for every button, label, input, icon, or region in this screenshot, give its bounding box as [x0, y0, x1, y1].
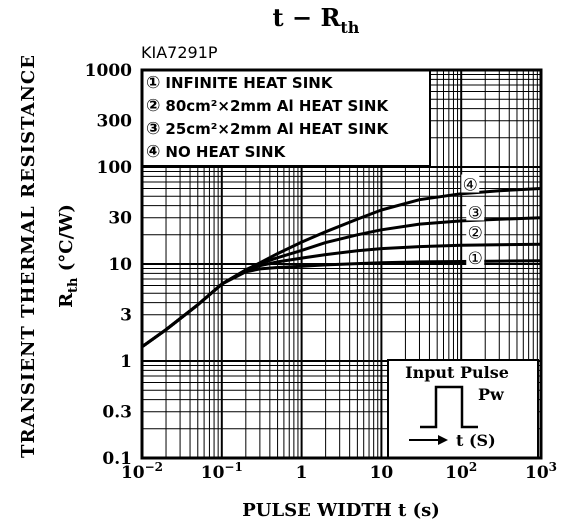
legend-item-2: ② 80cm²×2mm Al HEAT SINK: [146, 96, 389, 116]
input-pulse-inset: Input Pulse Pw t (S): [387, 359, 539, 459]
pulse-waveform: [420, 385, 478, 429]
y-tick-label: 30: [108, 209, 132, 229]
tick-labels: 10−2 10−1 1 10 102 103 0.1 0.3 1 3 10 30 100 300 1000: [85, 61, 557, 483]
series-label-bg: [461, 174, 480, 193]
series-label-2: ②: [468, 224, 483, 244]
series-label-bg: [466, 222, 485, 241]
y-tick-label: 100: [97, 158, 133, 178]
plot-frame: [140, 68, 543, 460]
x-tick-label: 1: [296, 463, 308, 483]
series-label-bg: [466, 202, 485, 221]
legend-item-1: ① INFINITE HEAT SINK: [146, 73, 334, 93]
y-tick-label: 300: [97, 112, 133, 132]
legend: ① INFINITE HEAT SINK ② 80cm²×2mm Al HEAT S…: [141, 69, 431, 167]
series-label-bg: [466, 248, 485, 267]
chart-title: t − Rth: [273, 3, 360, 37]
series-label-3: ③: [468, 203, 483, 223]
y-tick-label: 1: [120, 352, 132, 372]
curves: ① ②③ ④: [141, 174, 542, 349]
series-label-4: ④: [463, 176, 478, 196]
inset-title: Input Pulse: [405, 363, 509, 382]
y-tick-label: 0.1: [102, 449, 132, 469]
x-axis-title: PULSE WIDTH t (s): [242, 500, 440, 521]
y-axis-title: TRANSIENT THERMAL RESISTANCE: [18, 54, 39, 458]
inset-pw-label: Pw: [478, 385, 505, 404]
model-label: KIA7291P: [141, 43, 218, 62]
x-tick-label: 10−1: [201, 460, 243, 483]
time-arrow-head-icon: [438, 435, 448, 445]
y-tick-label: 0.3: [102, 403, 132, 423]
series-line-4: [141, 187, 542, 349]
y-tick-label: 10: [108, 255, 132, 275]
x-tick-label: 103: [525, 460, 557, 483]
x-tick-label: 102: [445, 460, 477, 483]
x-tick-label: 10−2: [121, 460, 163, 483]
series-label-1: ①: [468, 249, 483, 269]
legend-item-4: ④ NO HEAT SINK: [146, 142, 287, 162]
y-axis-unit-label: Rth (°C/W): [56, 204, 81, 308]
legend-box: [141, 69, 431, 167]
y-tick-label: 1000: [85, 61, 132, 81]
y-tick-label: 3: [120, 306, 132, 326]
x-tick-label: 10: [370, 463, 394, 483]
inset-axis-label: t (S): [456, 431, 496, 450]
legend-item-3: ③ 25cm²×2mm Al HEAT SINK: [146, 119, 389, 139]
